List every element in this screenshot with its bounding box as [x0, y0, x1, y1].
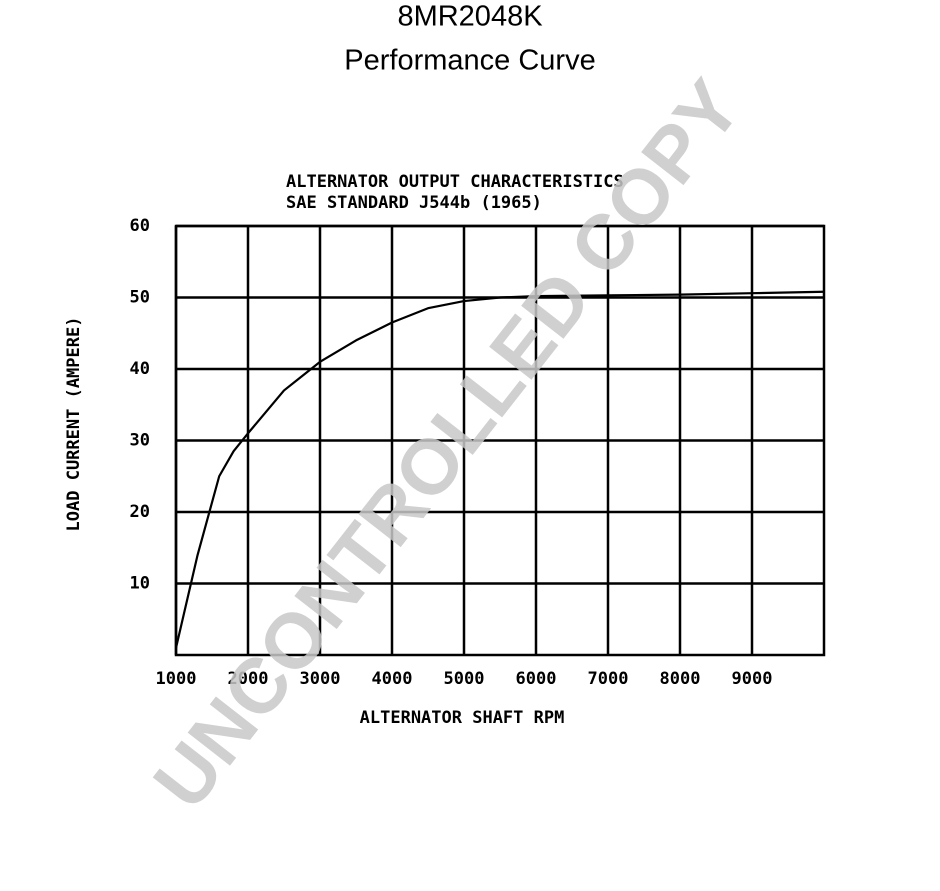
line-series	[174, 290, 825, 649]
x-tick-label: 4000	[372, 669, 413, 689]
x-tick-label: 3000	[300, 669, 341, 689]
x-tick-label: 1000	[156, 669, 197, 689]
y-tick-label: 10	[130, 574, 150, 594]
y-tick-label: 40	[130, 359, 150, 379]
y-tick-label: 30	[130, 431, 150, 451]
chart-title: Performance Curve	[344, 45, 595, 77]
x-axis-label: ALTERNATOR SHAFT RPM	[360, 708, 565, 728]
x-tick-label: 8000	[660, 669, 701, 689]
x-tick-label: 5000	[444, 669, 485, 689]
y-tick-label: 50	[130, 288, 150, 308]
y-axis-label: LOAD CURRENT (AMPERE)	[64, 317, 84, 532]
x-tick-label: 2000	[228, 669, 269, 689]
x-tick-label: 9000	[732, 669, 773, 689]
chart-title: 8MR2048K	[397, 1, 543, 33]
x-tick-label: 7000	[588, 669, 629, 689]
x-tick-label: 6000	[516, 669, 557, 689]
y-tick-label: 20	[130, 502, 150, 522]
y-tick-label: 60	[130, 216, 150, 236]
chart-subtitle: SAE STANDARD J544b (1965)	[286, 193, 542, 213]
chart-subtitle: ALTERNATOR OUTPUT CHARACTERISTICS	[286, 172, 624, 192]
